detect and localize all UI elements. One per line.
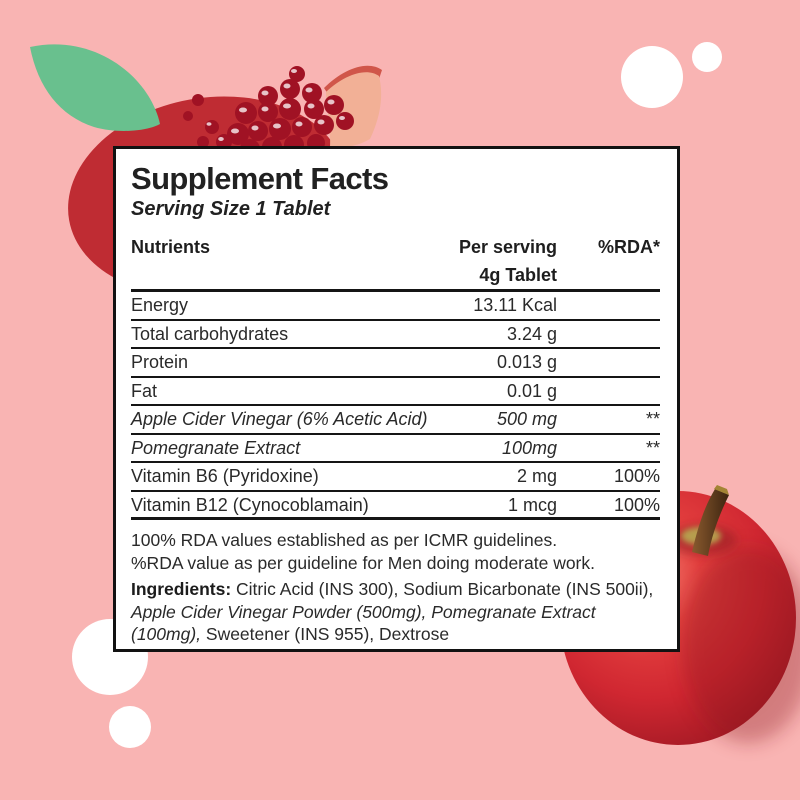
nutrient-value: 1 mcg bbox=[507, 494, 557, 515]
decor-circle bbox=[621, 46, 683, 108]
table-row: Vitamin B6 (Pyridoxine) 2 mg 100% bbox=[131, 463, 660, 492]
nutrient-rda: 100% bbox=[613, 494, 660, 515]
card-title: Supplement Facts bbox=[131, 161, 389, 196]
nutrient-value: 100mg bbox=[501, 437, 557, 458]
rda-footnote-2: %RDA value as per guideline for Men doin… bbox=[131, 552, 595, 573]
supplement-facts-card: Supplement Facts Serving Size 1 Tablet N… bbox=[113, 146, 680, 652]
nutrient-name: Vitamin B12 (Cynocoblamain) bbox=[131, 494, 369, 515]
nutrient-value: 0.01 g bbox=[506, 380, 557, 401]
nutrient-rda: ** bbox=[645, 437, 660, 458]
table-row: Total carbohydrates 3.24 g bbox=[131, 321, 660, 349]
nutrient-name: Apple Cider Vinegar (6% Acetic Acid) bbox=[131, 409, 428, 429]
nutrient-name: Protein bbox=[131, 352, 189, 372]
nutrient-rda: ** bbox=[645, 409, 660, 429]
decor-circle bbox=[109, 706, 151, 748]
ingredients-italic-part: Apple Cider Vinegar Powder (500mg), Pome… bbox=[131, 601, 596, 645]
column-header: Nutrients Per serving %RDA* 4g Tablet bbox=[131, 233, 660, 289]
nutrient-name: Total carbohydrates bbox=[131, 323, 289, 344]
apple-stem bbox=[692, 489, 729, 556]
serving-size: Serving Size 1 Tablet bbox=[131, 198, 331, 220]
pomegranate-illustration bbox=[183, 65, 382, 159]
footnotes: 100% RDA values established as per ICMR … bbox=[131, 520, 660, 646]
table-row: Pomegranate Extract 100mg ** bbox=[131, 435, 660, 463]
ingredients-text: Ingredients: Citric Acid (INS 300), Sodi… bbox=[131, 578, 660, 646]
table-row: Vitamin B12 (Cynocoblamain) 1 mcg 100% bbox=[131, 492, 660, 520]
nutrient-value: 0.013 g bbox=[496, 352, 557, 372]
table-row: Fat 0.01 g bbox=[131, 378, 660, 406]
leaf-icon bbox=[30, 44, 160, 131]
col-nutrients: Nutrients bbox=[131, 237, 211, 257]
nutrient-name: Pomegranate Extract bbox=[131, 437, 301, 458]
nutrient-name: Energy bbox=[131, 295, 189, 315]
col-per-serving-sub: 4g Tablet bbox=[479, 265, 557, 285]
ingredients-label: Ingredients: bbox=[131, 579, 232, 599]
table-row: Energy 13.11 Kcal bbox=[131, 292, 660, 321]
ingredients-part1: Citric Acid (INS 300), Sodium Bicarbonat… bbox=[231, 579, 654, 599]
nutrient-name: Fat bbox=[131, 380, 158, 401]
table-row: Apple Cider Vinegar (6% Acetic Acid) 500… bbox=[131, 406, 660, 435]
nutrients-table: Energy 13.11 Kcal Total carbohydrates 3.… bbox=[131, 289, 660, 520]
nutrient-value: 3.24 g bbox=[506, 323, 557, 344]
rda-footnote-1: 100% RDA values established as per ICMR … bbox=[131, 530, 558, 550]
nutrient-value: 2 mg bbox=[516, 466, 557, 486]
nutrient-value: 500 mg bbox=[496, 409, 557, 429]
nutrient-rda: 100% bbox=[613, 466, 660, 486]
nutrient-name: Vitamin B6 (Pyridoxine) bbox=[131, 466, 319, 486]
col-rda: %RDA* bbox=[597, 237, 660, 257]
ingredients-part2: Sweetener (INS 955), Dextrose bbox=[201, 624, 450, 644]
nutrient-value: 13.11 Kcal bbox=[473, 295, 557, 315]
decor-circle bbox=[692, 42, 722, 72]
col-per-serving: Per serving bbox=[458, 237, 557, 257]
table-row: Protein 0.013 g bbox=[131, 349, 660, 378]
